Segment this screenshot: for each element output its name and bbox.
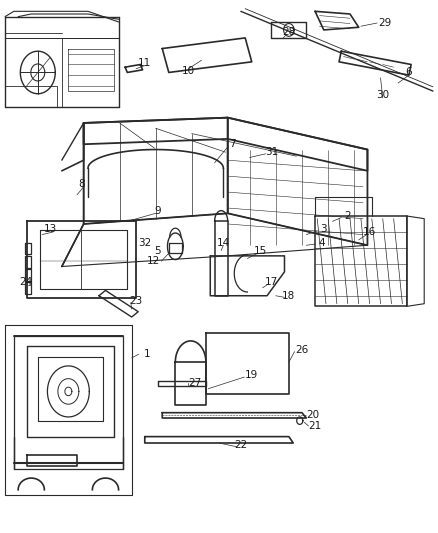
Text: 2: 2 bbox=[345, 211, 351, 221]
Text: 3: 3 bbox=[321, 224, 327, 235]
Text: 31: 31 bbox=[265, 147, 278, 157]
Text: 6: 6 bbox=[406, 68, 412, 77]
Text: 11: 11 bbox=[138, 59, 152, 68]
Text: 12: 12 bbox=[147, 256, 160, 266]
Text: 29: 29 bbox=[378, 18, 392, 28]
Text: 20: 20 bbox=[306, 410, 319, 421]
Text: 21: 21 bbox=[308, 421, 321, 431]
Text: 9: 9 bbox=[155, 206, 161, 216]
Text: 7: 7 bbox=[229, 139, 235, 149]
Text: 8: 8 bbox=[78, 179, 85, 189]
Text: 26: 26 bbox=[295, 345, 309, 356]
Text: 23: 23 bbox=[129, 296, 143, 306]
Text: 28: 28 bbox=[282, 27, 296, 37]
Text: 4: 4 bbox=[318, 238, 325, 247]
Text: 19: 19 bbox=[245, 370, 258, 381]
Text: 13: 13 bbox=[44, 224, 57, 235]
Text: 15: 15 bbox=[254, 246, 267, 255]
Text: 18: 18 bbox=[282, 290, 296, 301]
Text: 1: 1 bbox=[144, 349, 150, 359]
Text: 17: 17 bbox=[265, 278, 278, 287]
Text: 32: 32 bbox=[138, 238, 152, 247]
Text: 5: 5 bbox=[155, 246, 161, 255]
Text: 14: 14 bbox=[217, 238, 230, 247]
Text: 30: 30 bbox=[376, 90, 389, 100]
Text: 22: 22 bbox=[234, 440, 247, 450]
Text: 24: 24 bbox=[19, 278, 33, 287]
Text: 27: 27 bbox=[188, 378, 201, 389]
Text: 10: 10 bbox=[182, 66, 195, 76]
Text: 16: 16 bbox=[363, 227, 376, 237]
